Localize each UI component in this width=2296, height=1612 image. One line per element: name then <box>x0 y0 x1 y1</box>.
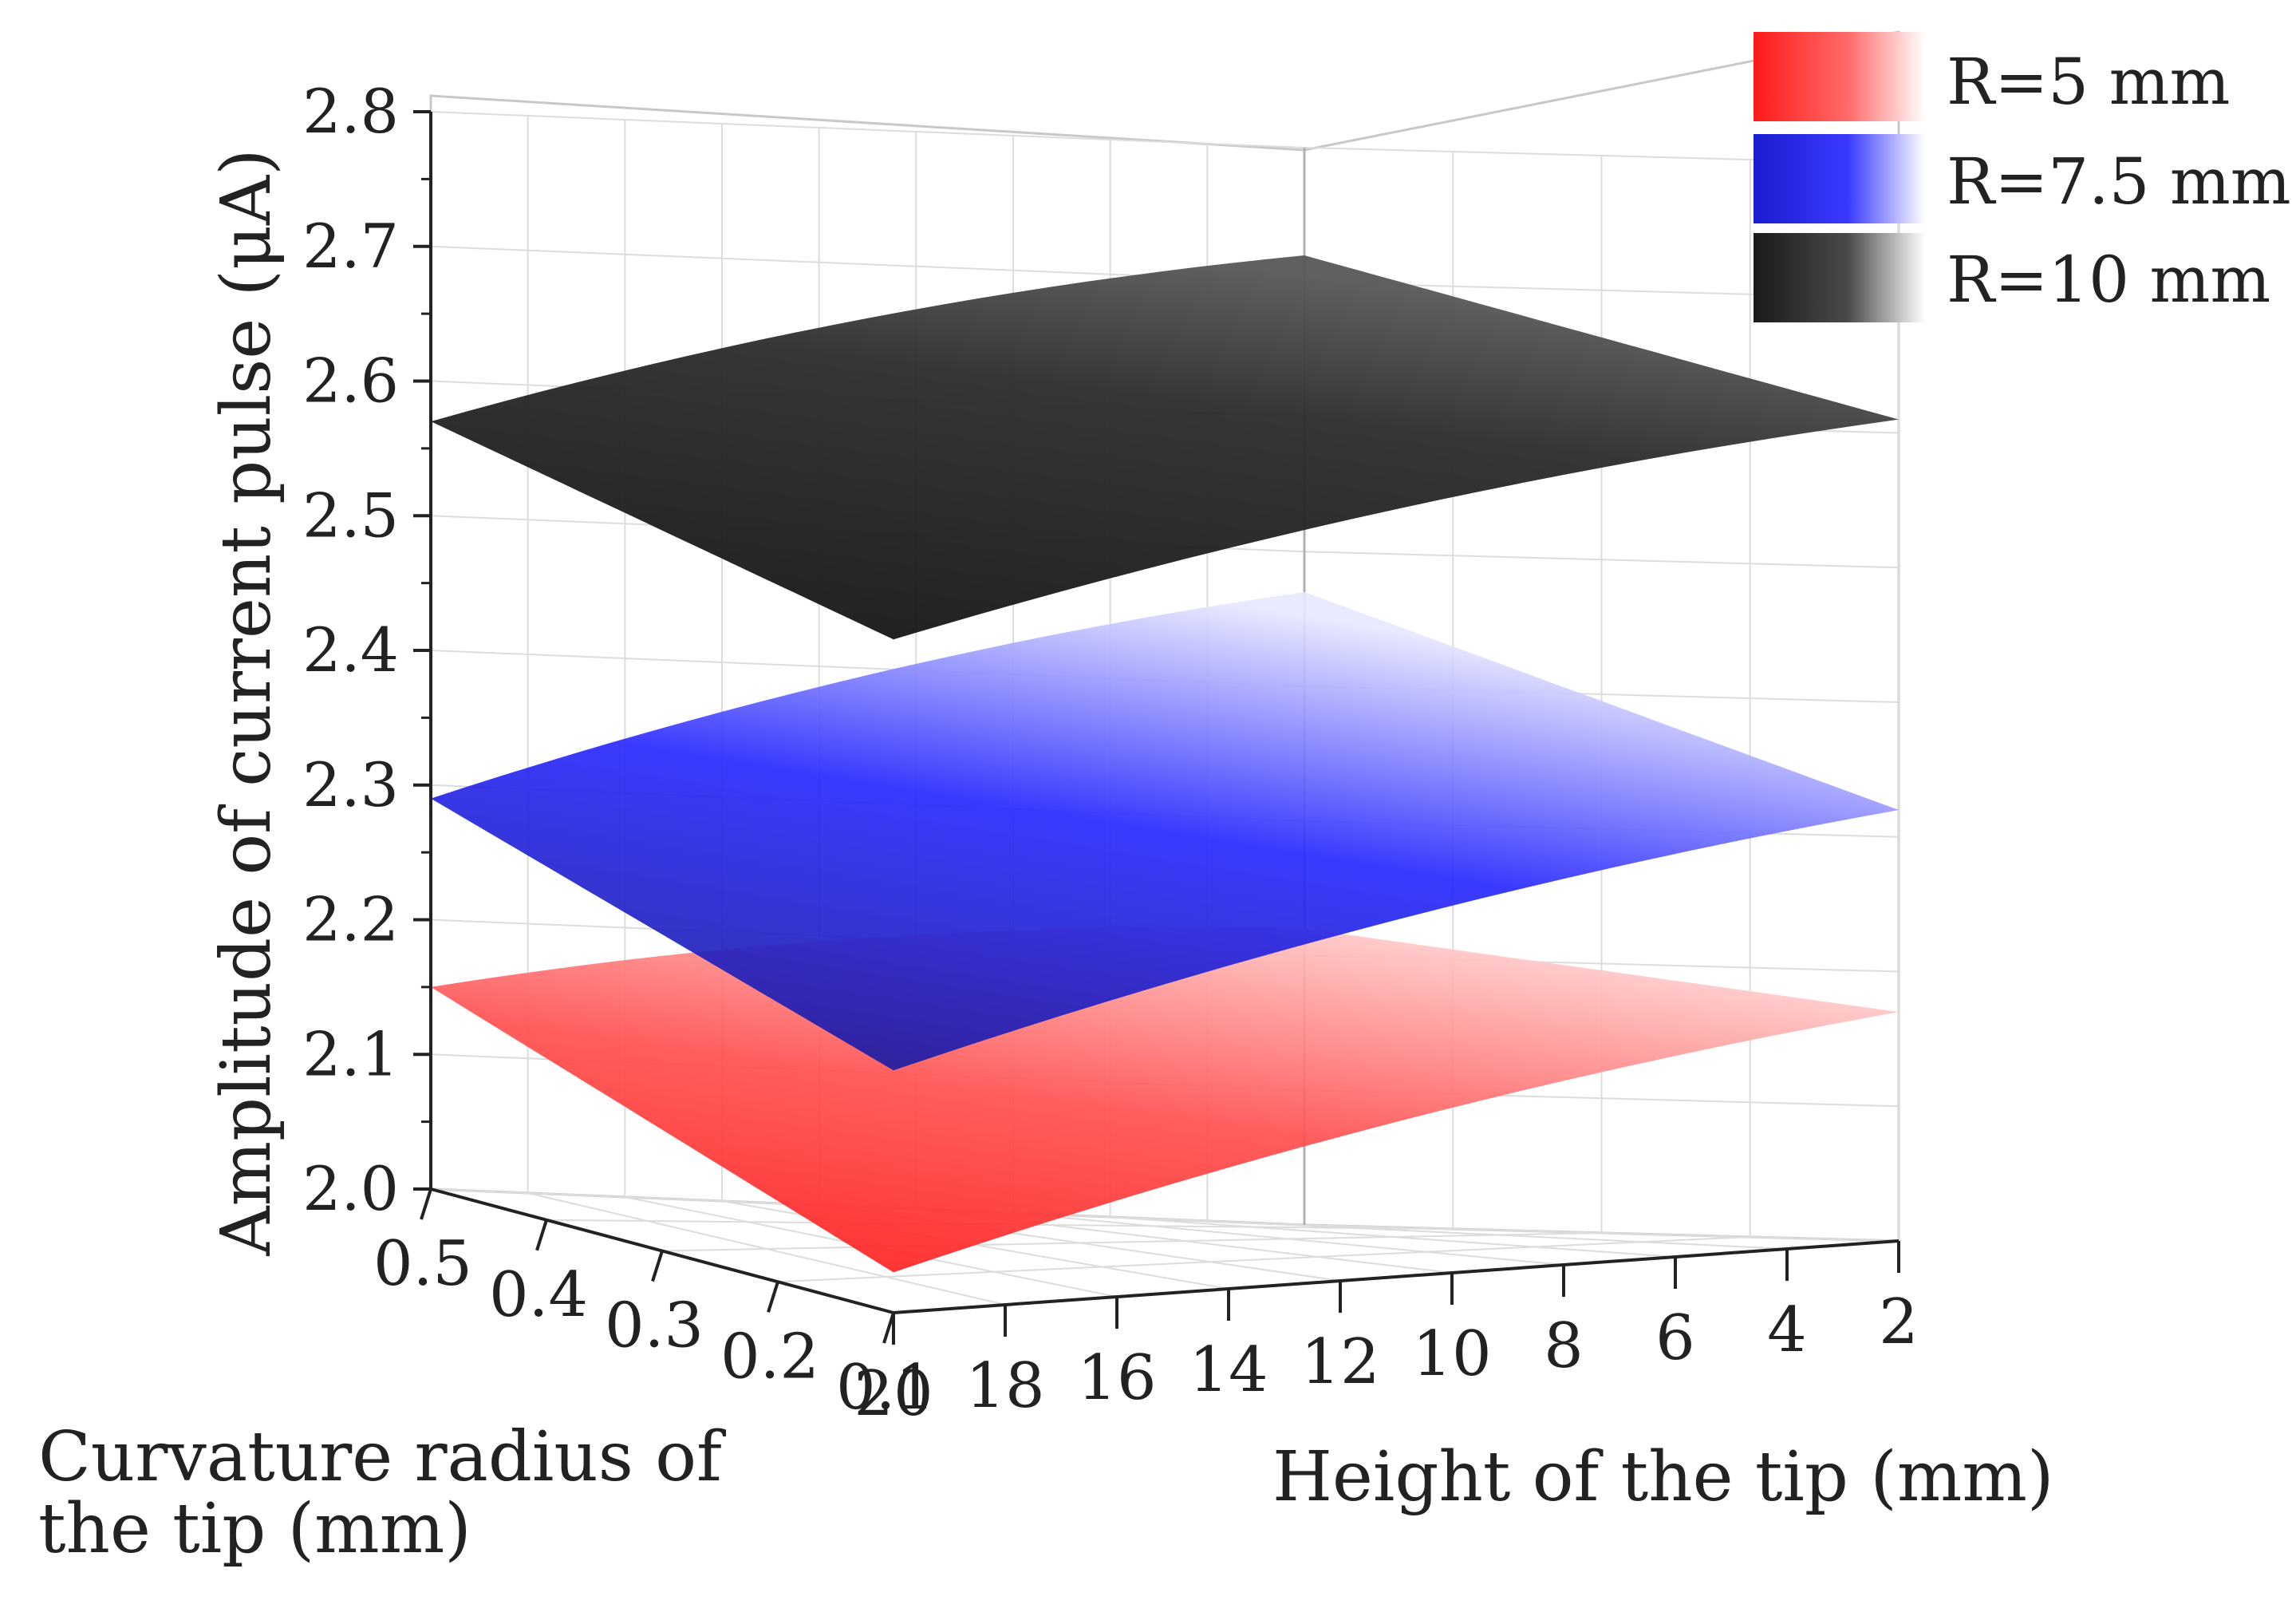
surfaces <box>431 255 1899 1273</box>
z-tick-label: 2.5 <box>302 480 399 551</box>
surface-r10 <box>431 255 1899 640</box>
legend-label-r5: R=5 mm <box>1947 45 2230 119</box>
y-tick-mark <box>651 1250 664 1282</box>
grid-line <box>1304 551 1900 569</box>
y-tick-mark <box>767 1281 779 1313</box>
x-tick-label: 14 <box>1189 1334 1268 1406</box>
y-axis-title-line2: the tip (mm) <box>38 1489 471 1569</box>
y-tick-label: 0.3 <box>605 1290 704 1362</box>
x-tick-label: 2 <box>1879 1286 1919 1358</box>
z-tick-label: 2.4 <box>302 614 399 685</box>
y-axis-title-line1: Curvature radius of <box>38 1417 726 1497</box>
legend: R=5 mm R=7.5 mm R=10 mm <box>1754 32 2291 322</box>
z-tick-label: 2.6 <box>302 346 399 417</box>
z-axis-title: Amplitude of current pulse (μA) <box>207 148 286 1256</box>
grid-line <box>661 1232 1602 1252</box>
grid-line <box>430 111 1305 148</box>
x-axis-line <box>893 1239 1900 1314</box>
y-tick-label: 0.1 <box>836 1352 935 1424</box>
z-tick-label: 2.1 <box>302 1018 399 1089</box>
z-tick-label: 2.3 <box>302 749 399 820</box>
axes: 2.0 2.1 2.2 2.3 2.4 2.5 2.6 2.7 2.8 0.5 0.4 0.3 0.2 0… <box>302 76 1919 1430</box>
surface-r7-5 <box>431 591 1899 1071</box>
z-tick-label: 2.2 <box>302 884 399 955</box>
x-tick-label: 16 <box>1077 1342 1156 1414</box>
x-tick-label: 8 <box>1544 1310 1584 1382</box>
y-tick-label: 0.5 <box>373 1228 472 1300</box>
y-tick-label: 0.4 <box>489 1259 588 1331</box>
z-tick-label: 2.0 <box>302 1153 399 1224</box>
x-tick-label: 12 <box>1300 1326 1379 1398</box>
legend-label-r7-5: R=7.5 mm <box>1947 144 2291 219</box>
legend-swatch-r5 <box>1754 32 1925 121</box>
legend-label-r10: R=10 mm <box>1947 243 2270 317</box>
y-tick-mark <box>420 1188 432 1220</box>
x-tick-label: 6 <box>1655 1302 1695 1374</box>
x-tick-label: 4 <box>1767 1294 1807 1366</box>
z-tick-label: 2.7 <box>302 211 399 282</box>
x-axis-title: Height of the tip (mm) <box>1272 1437 2054 1517</box>
x-tick-label: 18 <box>965 1350 1044 1422</box>
x-tick-label: 20 <box>854 1358 933 1430</box>
y-tick-mark <box>535 1219 548 1251</box>
y-tick-label: 0.2 <box>720 1321 819 1393</box>
legend-swatch-r7-5 <box>1754 134 1925 223</box>
grid-line <box>777 1236 1750 1283</box>
legend-swatch-r10 <box>1754 233 1925 322</box>
z-tick-label: 2.8 <box>302 76 399 147</box>
x-tick-label: 10 <box>1412 1318 1491 1390</box>
